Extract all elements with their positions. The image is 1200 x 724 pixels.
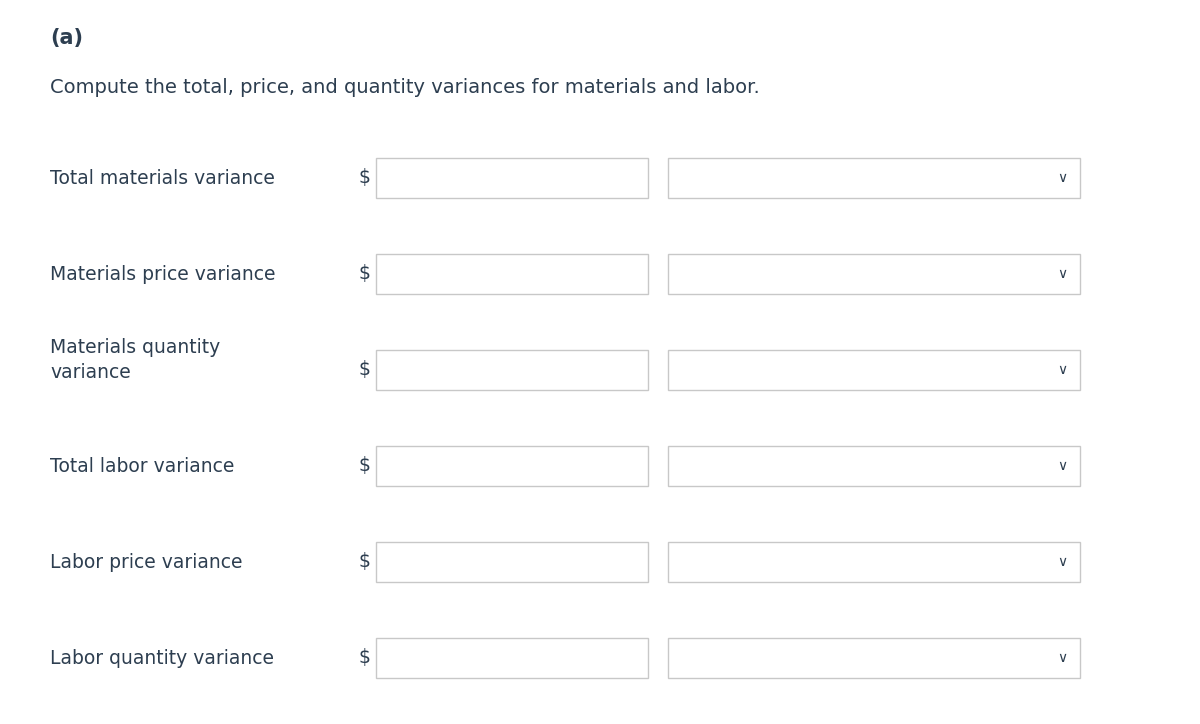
Text: $: $ [358,361,370,379]
Text: Total labor variance: Total labor variance [50,457,234,476]
Text: (a): (a) [50,28,83,48]
Text: $: $ [358,264,370,284]
Text: ∨: ∨ [1057,267,1067,281]
Text: Materials quantity
variance: Materials quantity variance [50,338,221,382]
Text: Labor quantity variance: Labor quantity variance [50,649,274,668]
FancyBboxPatch shape [376,158,648,198]
Text: ∨: ∨ [1057,651,1067,665]
Text: $: $ [358,552,370,571]
FancyBboxPatch shape [668,446,1080,486]
Text: Total materials variance: Total materials variance [50,169,275,188]
Text: $: $ [358,649,370,668]
FancyBboxPatch shape [376,542,648,582]
FancyBboxPatch shape [376,254,648,294]
Text: Materials price variance: Materials price variance [50,264,276,284]
FancyBboxPatch shape [376,638,648,678]
Text: Labor price variance: Labor price variance [50,552,242,571]
FancyBboxPatch shape [376,446,648,486]
FancyBboxPatch shape [668,638,1080,678]
Text: ∨: ∨ [1057,555,1067,569]
Text: $: $ [358,169,370,188]
Text: ∨: ∨ [1057,459,1067,473]
FancyBboxPatch shape [668,158,1080,198]
FancyBboxPatch shape [376,350,648,390]
Text: $: $ [358,457,370,476]
FancyBboxPatch shape [668,542,1080,582]
Text: ∨: ∨ [1057,363,1067,377]
Text: ∨: ∨ [1057,171,1067,185]
Text: Compute the total, price, and quantity variances for materials and labor.: Compute the total, price, and quantity v… [50,78,760,97]
FancyBboxPatch shape [668,350,1080,390]
FancyBboxPatch shape [668,254,1080,294]
